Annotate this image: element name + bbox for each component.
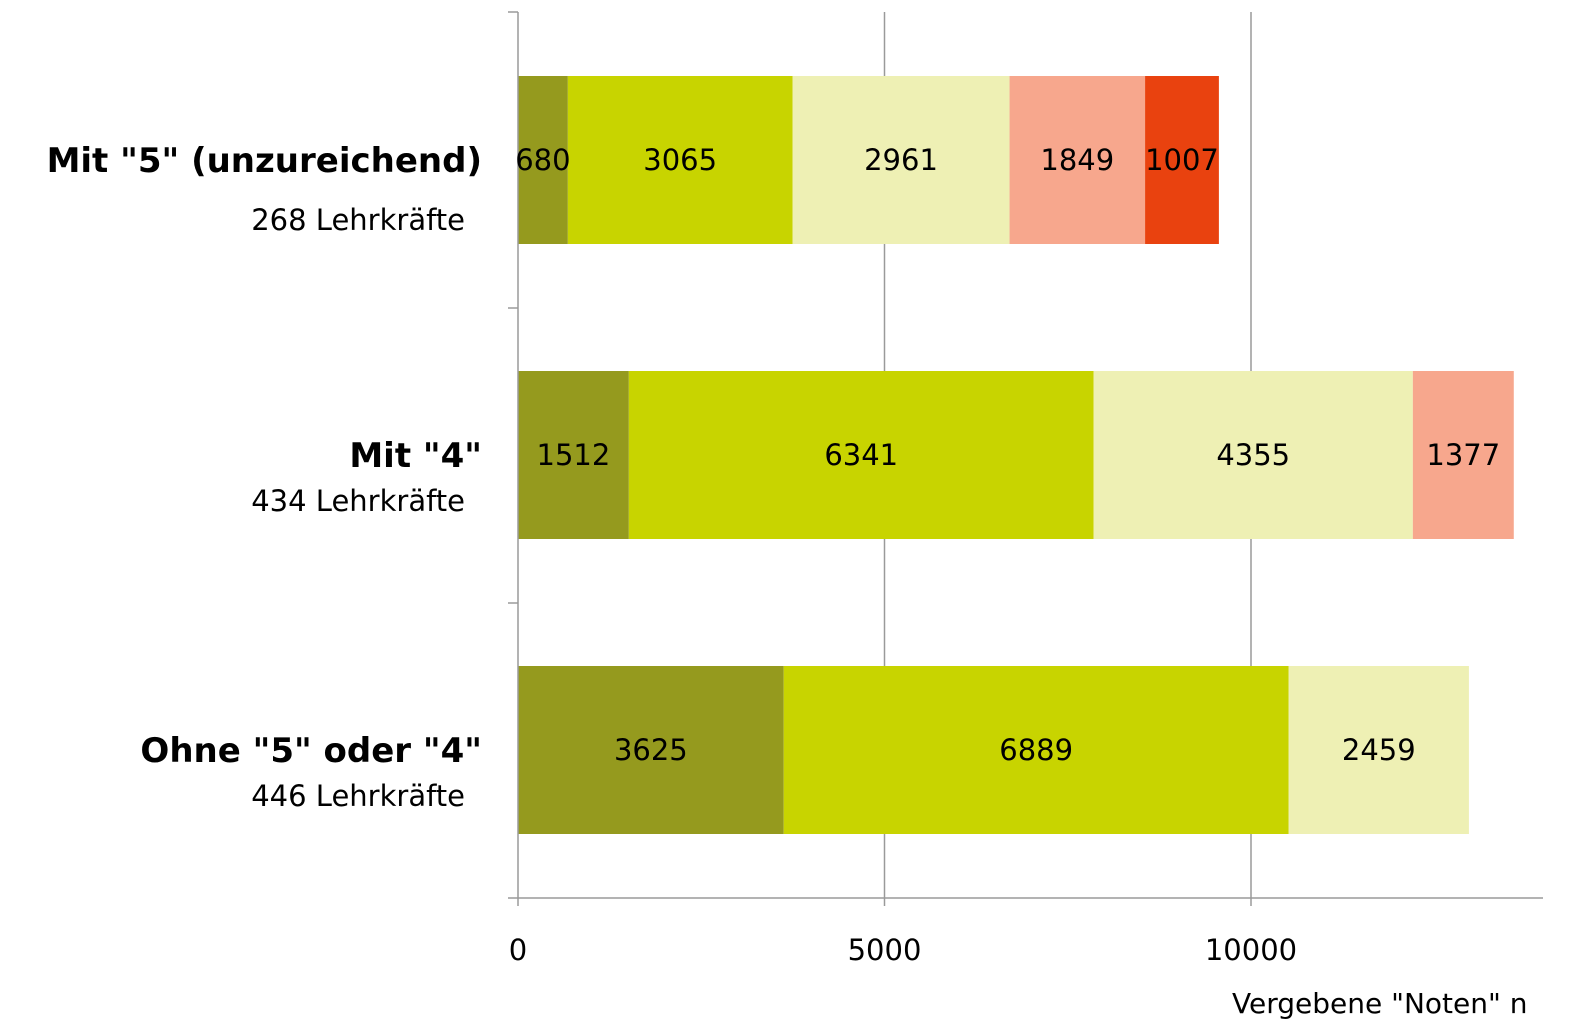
x-tick-label: 5000 <box>848 933 922 967</box>
category-label: Mit "4" <box>349 436 482 476</box>
data-label: 3625 <box>614 733 688 767</box>
data-label: 2459 <box>1342 733 1416 767</box>
category-label: Mit "5" (unzureichend) <box>47 141 482 181</box>
data-label: 1007 <box>1145 143 1219 177</box>
data-label: 6341 <box>824 438 898 472</box>
bar-segment <box>567 76 793 244</box>
category-label: Ohne "5" oder "4" <box>140 731 482 771</box>
data-label: 4355 <box>1216 438 1290 472</box>
bar-segment <box>1412 371 1514 539</box>
category-sublabel: 446 Lehrkräfte <box>251 779 465 813</box>
bar-segment <box>1093 371 1413 539</box>
category-sublabel: 434 Lehrkräfte <box>251 484 465 518</box>
labels: 0 5000 10000 680 3065 2961 1849 1007 Mit "5" (un… <box>47 141 1501 967</box>
data-label: 680 <box>515 143 570 177</box>
x-tick-label: 0 <box>509 933 527 967</box>
data-label: 6889 <box>999 733 1073 767</box>
data-label: 2961 <box>864 143 938 177</box>
data-label: 1849 <box>1040 143 1114 177</box>
data-label: 1377 <box>1426 438 1500 472</box>
bar-segment <box>518 666 784 834</box>
x-tick-label: 10000 <box>1205 933 1297 967</box>
bar-segment <box>628 371 1094 539</box>
bar-segment <box>1288 666 1469 834</box>
x-axis-label: Vergebene "Noten" n <box>1232 987 1528 1020</box>
data-label: 1512 <box>537 438 611 472</box>
data-label: 3065 <box>643 143 717 177</box>
bar-segment <box>518 76 568 244</box>
bar-segment <box>518 371 629 539</box>
bars <box>518 76 1514 834</box>
bar-segment <box>792 76 1010 244</box>
bar-segment <box>1009 76 1146 244</box>
axes <box>508 11 1543 906</box>
category-sublabel: 268 Lehrkräfte <box>251 203 465 237</box>
bar-segment <box>1145 76 1219 244</box>
bar-segment <box>783 666 1289 834</box>
